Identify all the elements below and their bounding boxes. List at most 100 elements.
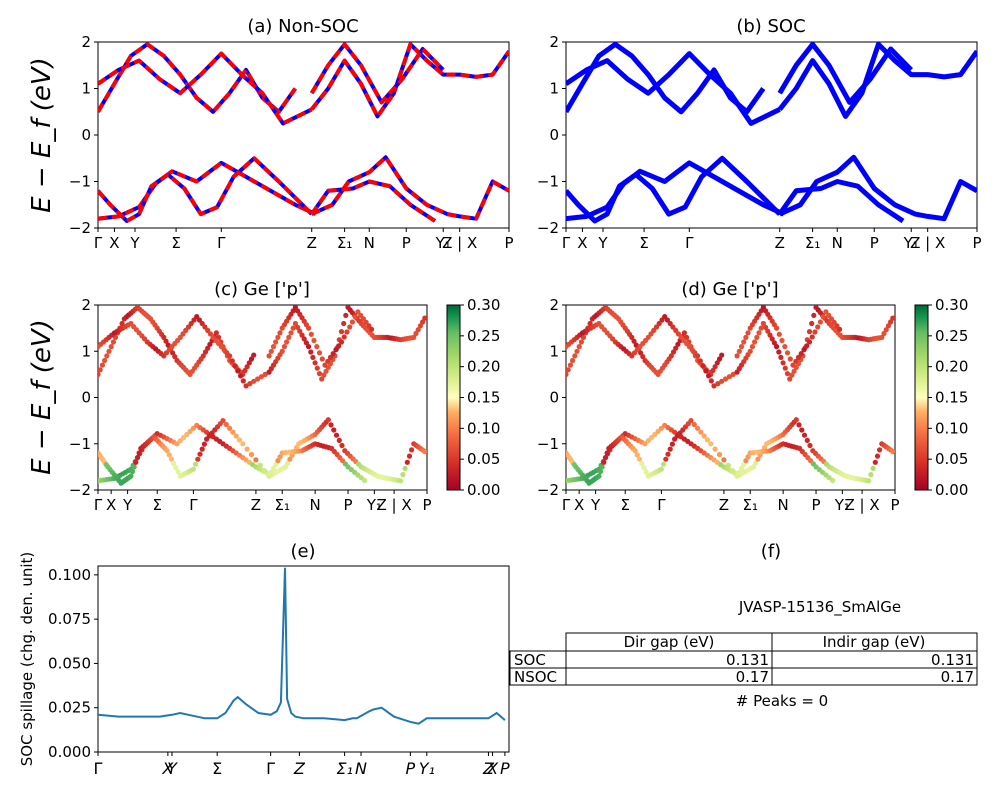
band-line-soc [310,179,437,223]
colorbar-tick-label: 0.10 [935,419,968,437]
plot-frame [565,41,978,229]
scatter-point [270,344,277,350]
scatter-point [634,452,640,458]
scatter-point [804,437,810,443]
x-tick-label: P [422,496,431,514]
scatter-point [656,320,662,327]
scatter-point [795,354,802,360]
scatter-point [314,365,320,371]
scatter-point [576,344,582,350]
table-row-soc-dir: 0.131 [726,651,769,669]
x-tick-label: P [890,496,899,514]
y-tick-label: 1 [549,342,559,360]
y-tick-label: −1 [69,173,91,191]
x-tick-label: Σ [171,234,180,252]
scatter-point [715,381,721,387]
panel-a-title: (a) Non-SOC [247,16,358,37]
scatter-point [597,468,604,475]
scatter-point [776,331,782,337]
panel-f-title: (f) [761,541,781,562]
scatter-point [602,455,609,461]
x-tick-label: Σ₁ [274,496,290,514]
scatter-point [655,428,661,434]
scatter-point [885,323,892,329]
scatter-point [723,376,729,382]
x-tick-label: Σ [152,496,161,514]
x-tick-label: P [870,234,879,252]
scatter-point [661,461,667,467]
x-tick-label: Z [307,234,317,252]
scatter-point [110,339,116,345]
scatter-point [299,332,305,338]
y-tick-label: 0.050 [48,654,91,672]
scatter-point [104,353,110,359]
scatter-point [273,339,279,345]
scatter-point [784,350,791,356]
scatter-point [195,456,201,462]
scatter-point [131,464,137,470]
y-tick-label: 0.100 [48,566,91,584]
band-line-nonsoc [310,179,437,223]
scatter-point [645,334,651,340]
scatter-point [675,341,681,347]
scatter-point [136,450,142,456]
y-tick-label: 0 [81,126,91,144]
scatter-point [323,368,329,374]
scatter-point [328,422,334,428]
scatter-point [112,334,119,340]
scatter-point [199,446,205,452]
scatter-point [769,336,775,342]
scatter-point [301,336,307,342]
spillage-line [98,567,506,725]
scatter-point [358,312,364,318]
x-tick-label: N [355,759,367,778]
x-tick-label: Z [775,234,785,252]
scatter-point [275,458,281,464]
panel-c-title: (c) Ge ['p'] [214,279,310,300]
scatter-point [782,344,788,350]
band-line-soc [777,42,977,119]
scatter-point [355,309,361,315]
plot-frame [97,304,428,491]
x-tick-label: X [161,759,174,778]
scatter-point [767,332,773,338]
x-tick-label: P [406,759,416,778]
scatter-point [719,378,725,384]
colorbar-tick-label: 0.30 [935,296,968,314]
scatter-point [668,353,674,359]
scatter-point [874,453,881,459]
scatter-point [658,425,665,431]
scatter-point [361,477,368,483]
scatter-point [807,442,813,449]
scatter-point [352,314,358,320]
scatter-point [248,451,255,458]
scatter-point [888,319,894,325]
scatter-point [177,438,183,444]
scatter-point [251,352,257,358]
x-tick-label: Y [590,496,601,514]
scatter-point [806,339,813,345]
scatter-point [756,330,762,336]
gap-table: JVASP-15136_SmAlGe Dir gap (eV) Indir ga… [509,598,978,710]
scatter-point [180,435,187,441]
scatter-point [778,354,784,360]
table-header-dir: Dir gap (eV) [624,633,715,651]
scatter-points [566,305,895,486]
scatter-point [232,363,238,369]
band-line-soc [310,42,509,119]
scatter-point [711,383,717,389]
y-tick-label: −1 [537,435,559,453]
band-lines [98,42,509,223]
scatter-point [632,448,638,454]
scatter-point [675,331,682,337]
scatter-point [99,362,105,368]
band-lines [566,42,977,224]
scatter-point [890,448,895,455]
scatter-point [755,456,761,462]
scatter-point [566,367,571,373]
scatter-point [587,320,593,327]
scatter-point [277,454,283,460]
band-ylabel-mid: E − E_f (eV) [27,319,57,475]
band-line-nonsoc [98,42,297,114]
